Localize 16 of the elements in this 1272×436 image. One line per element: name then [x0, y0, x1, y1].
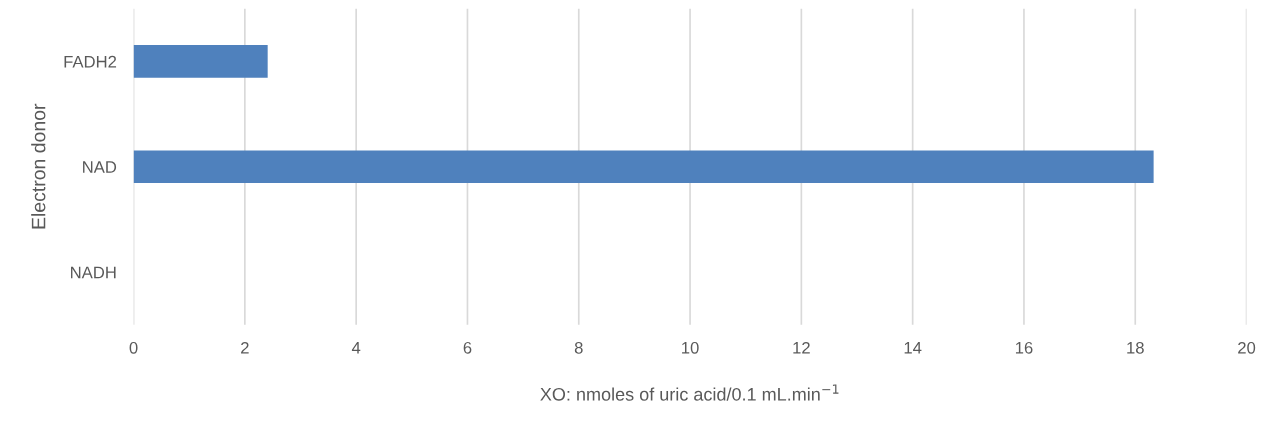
y-tick-label: FADH2: [64, 55, 117, 68]
x-axis-title: XO: nmoles of uric acid/0.1 mL.min$^{−1}$: [540, 384, 839, 401]
x-tick-label: 18: [1127, 341, 1144, 354]
y-axis-title: Electron donor: [31, 103, 46, 229]
x-tick-label: 20: [1238, 341, 1256, 354]
y-tick-label: NADH: [71, 266, 116, 279]
x-tick-label: 6: [463, 341, 472, 354]
y-tick-label: NAD: [83, 161, 117, 173]
x-tick-label: 0: [129, 341, 138, 354]
x-tick-label: 2: [241, 341, 249, 354]
x-tick-label: 12: [793, 341, 810, 354]
x-tick-label: 8: [574, 341, 583, 354]
x-tick-label: 10: [682, 341, 699, 354]
x-tick-label: 4: [351, 342, 361, 354]
x-tick-label: 14: [904, 342, 922, 354]
x-tick-label: 16: [1015, 341, 1033, 354]
